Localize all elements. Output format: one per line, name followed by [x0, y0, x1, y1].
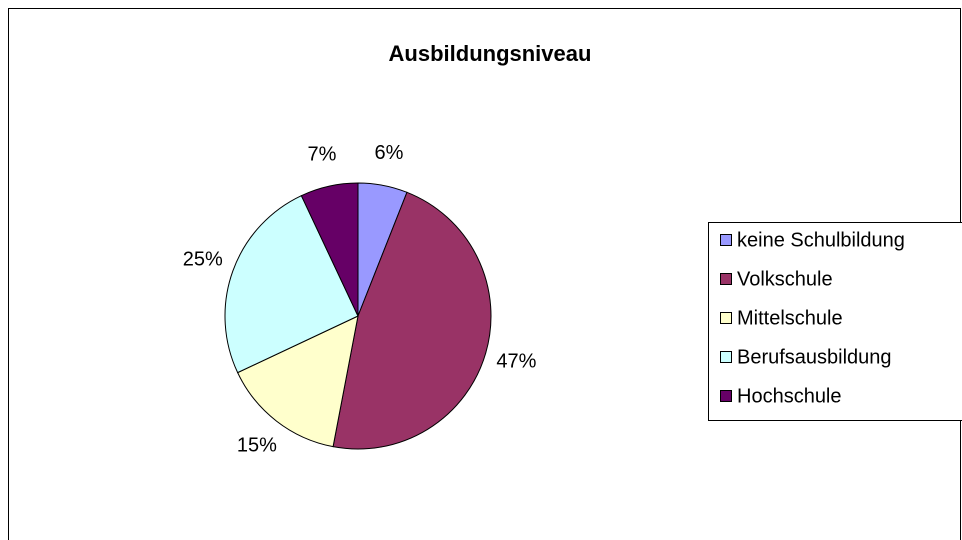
pie-slice [332, 191, 492, 450]
data-label: 15% [237, 435, 277, 457]
data-label: 25% [183, 248, 223, 270]
data-label: 6% [374, 142, 403, 164]
legend-swatch [720, 312, 732, 324]
legend-swatch [720, 390, 732, 402]
legend-swatch [720, 273, 732, 285]
pie-slice [300, 182, 359, 317]
legend-swatch [720, 234, 732, 246]
legend-box [708, 222, 962, 421]
legend-label: Volkschule [737, 268, 833, 290]
data-label: 7% [308, 143, 337, 165]
legend-label: keine Schulbildung [737, 229, 905, 251]
pie-slice [224, 194, 359, 374]
pie-slice [236, 315, 359, 448]
legend-label: Mittelschule [737, 307, 843, 329]
legend-swatch [720, 351, 732, 363]
legend-label: Berufsausbildung [737, 346, 892, 368]
legend-label: Hochschule [737, 385, 842, 407]
chart-title: Ausbildungsniveau [389, 41, 592, 66]
data-label: 47% [496, 350, 536, 372]
